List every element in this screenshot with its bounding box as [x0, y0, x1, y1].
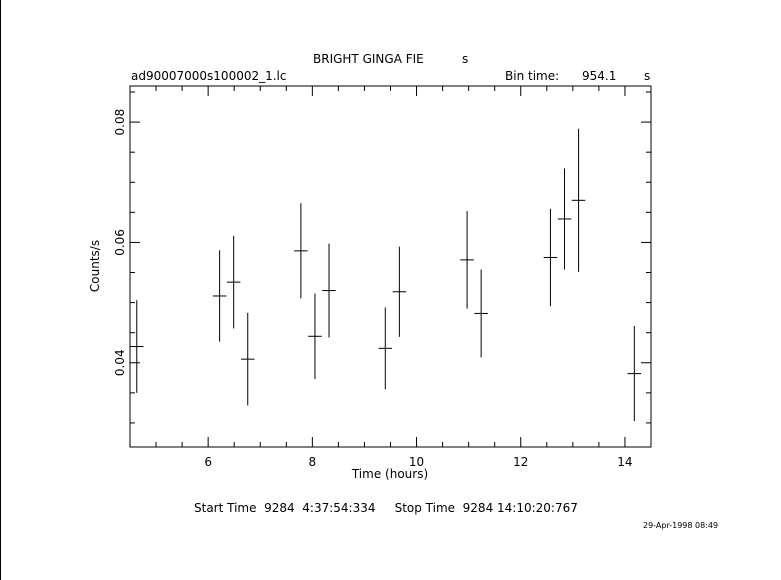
data-point	[627, 326, 642, 422]
data-point	[212, 250, 227, 342]
chart-title-suffix: s	[462, 52, 469, 66]
x-tick-label: 14	[617, 455, 632, 469]
data-point	[226, 235, 241, 329]
time-range-label: Start Time 9284 4:37:54:334 Stop Time 92…	[194, 501, 578, 515]
x-tick-label: 6	[204, 455, 212, 469]
y-axis-label: Counts/s	[88, 240, 102, 292]
plot-frame	[129, 85, 652, 448]
data-point	[308, 293, 322, 380]
window-left-border	[0, 0, 1, 580]
plot-timestamp: 29-Apr-1998 08:49	[643, 521, 719, 530]
data-point	[130, 300, 144, 393]
x-tick-label: 8	[309, 455, 317, 469]
data-point	[378, 307, 393, 390]
data-point	[240, 312, 255, 406]
data-point	[543, 208, 558, 307]
data-point	[322, 243, 336, 338]
chart-title: BRIGHT GINGA FIE	[313, 52, 424, 66]
data-point	[474, 269, 488, 358]
y-tick-label: 0.06	[113, 229, 127, 256]
data-point	[571, 128, 586, 272]
axis-tick-labels: 6 8 10 12 14 0.04 0.06 0.08	[113, 109, 633, 469]
file-name-label: ad90007000s100002_1.lc	[131, 69, 287, 83]
y-tick-label: 0.08	[113, 109, 127, 136]
data-point	[294, 203, 308, 299]
data-point	[460, 211, 474, 309]
data-points	[130, 128, 642, 422]
bin-time-value: 954.1	[582, 69, 617, 83]
data-point	[557, 168, 572, 270]
x-tick-label: 12	[513, 455, 528, 469]
bin-time-label: Bin time:	[505, 69, 560, 83]
y-tick-label: 0.04	[113, 349, 127, 376]
data-point	[392, 246, 407, 337]
x-axis-label: Time (hours)	[351, 467, 428, 481]
x-tick-label: 10	[409, 455, 424, 469]
bin-time-unit: s	[644, 69, 651, 83]
axis-ticks	[129, 86, 652, 447]
